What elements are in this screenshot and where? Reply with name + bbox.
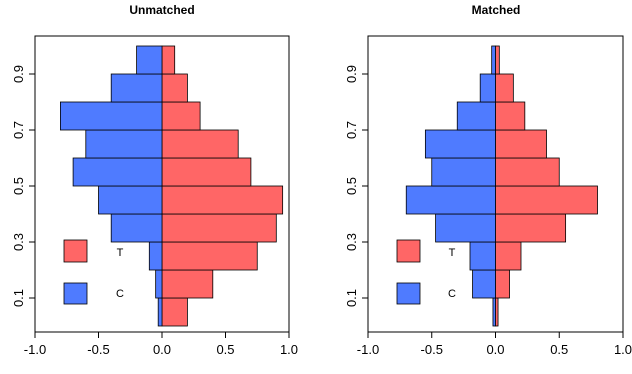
- panel-2-treated-bar-2: [495, 269, 510, 299]
- panel-1-control-bar-2: [155, 269, 163, 299]
- panel-2-legend-swatch-treated: [396, 239, 421, 263]
- panel-1-control-bar-6: [72, 157, 163, 187]
- panel-1-treated-bar-2: [161, 269, 214, 299]
- panel-2-treated-bar-4: [495, 213, 567, 243]
- panel-2-control-bar-3: [469, 241, 496, 271]
- panel-2-x-tick-label-3: 0.0: [486, 342, 504, 357]
- panel-1-treated-bar-10: [161, 45, 176, 75]
- panel-1-title: Unmatched: [129, 3, 194, 17]
- panel-1-control-bar-10: [136, 45, 163, 75]
- panel-2-y-tick-label-5: 0.9: [344, 65, 359, 83]
- panel-2-x-tick-label-1: -1.0: [357, 342, 379, 357]
- panel-1-y-tick-label-5: 0.9: [11, 65, 26, 83]
- panel-2-title: Matched: [472, 3, 521, 17]
- panel-1-control-bar-5: [98, 185, 163, 215]
- panel-1-control-bar-3: [148, 241, 163, 271]
- panel-1-treated-bar-3: [161, 241, 258, 271]
- panel-2-legend-label-treated: T: [449, 247, 456, 259]
- panel-1-legend-swatch-control: [63, 282, 88, 305]
- panel-1-legend-label-control: C: [116, 288, 124, 300]
- panel-2-treated-bar-8: [495, 101, 526, 131]
- panel-2-control-bar-2: [472, 269, 496, 299]
- panel-1-control-bar-7: [85, 129, 163, 159]
- panel-1-treated-bar-5: [161, 185, 284, 215]
- panel-1-treated-bar-4: [161, 213, 277, 243]
- panel-1-legend-swatch-treated: [63, 239, 88, 263]
- panel-2-control-bar-5: [405, 185, 496, 215]
- panel-1-x-tick-label-2: -0.5: [87, 342, 109, 357]
- chart-marks: -1.0 -0.5 0.0 0.5 1.0 0.1 0.3 0.5 0.7 0.9 -1.0 -0.5…: [11, 35, 632, 357]
- panel-2-control-bar-4: [435, 213, 496, 243]
- panel-2-treated-bar-6: [495, 157, 560, 187]
- panel-1-y-tick-label-3: 0.5: [11, 177, 26, 195]
- panel-1-control-bar-1: [157, 297, 163, 327]
- panel-1-control-bar-4: [110, 213, 163, 243]
- panel-2-x-tick-label-4: 0.5: [550, 342, 568, 357]
- panel-1-treated-bar-9: [161, 73, 188, 103]
- panel-1-treated-bar-8: [161, 101, 201, 131]
- panel-1-x-tick-label-5: 1.0: [280, 342, 298, 357]
- panel-2-legend-label-control: C: [448, 288, 456, 300]
- panel-2-treated-bar-7: [495, 129, 547, 159]
- panel-2-treated-bar-10: [495, 45, 500, 75]
- panel-2-y-tick-label-3: 0.5: [344, 177, 359, 195]
- panel-1-x-tick-label-3: 0.0: [153, 342, 171, 357]
- panel-1-legend-label-treated: T: [117, 247, 124, 259]
- panel-2-control-bar-6: [431, 157, 496, 187]
- panel-1-treated-bar-7: [161, 129, 239, 159]
- panel-2-treated-bar-3: [495, 241, 522, 271]
- panel-1-y-tick-label-2: 0.3: [11, 233, 26, 251]
- panel-2-control-bar-7: [424, 129, 496, 159]
- panel-1-treated-bar-1: [161, 297, 188, 327]
- panel-1-control-bar-8: [60, 101, 163, 131]
- panel-1-control-bar-9: [110, 73, 163, 103]
- panel-2-y-tick-label-4: 0.7: [344, 121, 359, 139]
- panel-2-treated-bar-9: [495, 73, 514, 103]
- panel-1-y-tick-label-4: 0.7: [11, 121, 26, 139]
- panel-2-treated-bar-5: [495, 185, 598, 215]
- panel-2-control-bar-9: [479, 73, 496, 103]
- panel-1-treated-bar-6: [161, 157, 252, 187]
- panel-1-x-tick-label-4: 0.5: [216, 342, 234, 357]
- panel-2-y-tick-label-1: 0.1: [344, 289, 359, 307]
- panel-2-control-bar-10: [491, 45, 496, 75]
- panel-2-control-bar-8: [456, 101, 496, 131]
- panel-2-y-tick-label-2: 0.3: [344, 233, 359, 251]
- panel-1-y-tick-label-1: 0.1: [11, 289, 26, 307]
- panel-2-x-tick-label-2: -0.5: [421, 342, 443, 357]
- panel-2-x-tick-label-5: 1.0: [614, 342, 632, 357]
- panel-2-legend-swatch-control: [396, 282, 421, 305]
- panel-1-x-tick-label-1: -1.0: [24, 342, 46, 357]
- panel-2-control-bar-1: [492, 297, 496, 327]
